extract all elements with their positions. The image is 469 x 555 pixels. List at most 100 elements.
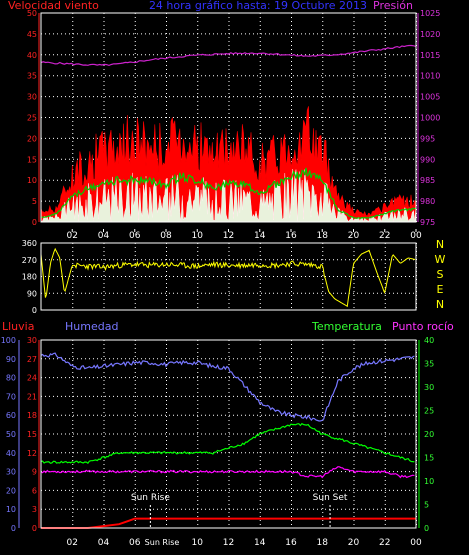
temperature-y-tick-label: 10	[424, 477, 434, 486]
pressure-y-tick-label: 1010	[420, 72, 440, 81]
rain-y-tick-label: 3	[32, 505, 37, 514]
wind-time-tick-label: 04	[98, 231, 110, 241]
pressure-y-tick-label: 985	[420, 176, 435, 185]
temp-time-tick-label: 14	[254, 538, 266, 548]
rain-header: Lluvia	[2, 320, 34, 333]
rain-y-tick-label: 15	[27, 430, 37, 439]
wind-time-tick-label: 02	[67, 231, 78, 241]
wind-panel-frame	[40, 12, 417, 223]
pressure-y-tick-label: 995	[420, 134, 435, 143]
temperature-y-tick-label: 20	[424, 430, 434, 439]
temp-time-tick-label: 20	[348, 538, 360, 548]
rain-y-tick-label: 24	[27, 374, 37, 383]
temperature-series	[40, 422, 415, 465]
wind-gust-series	[40, 106, 417, 223]
rain-y-tick-label: 0	[32, 524, 37, 533]
wind-y-tick-label: 25	[27, 114, 37, 123]
pressure-title: Presión	[373, 0, 413, 12]
temp-time-tick-label: 00	[410, 538, 422, 548]
pressure-y-tick-label: 1000	[420, 114, 440, 123]
humidity-y-tick-label: 50	[6, 430, 16, 439]
wind-y-tick-label: 50	[27, 9, 37, 18]
pressure-y-tick-label: 1005	[420, 93, 440, 102]
wind-time-tick-label: 16	[285, 231, 297, 241]
humidity-y-tick-label: 30	[6, 468, 16, 477]
humidity-y-tick-label: 20	[6, 486, 16, 495]
temperature-y-tick-label: 40	[424, 336, 434, 345]
temp-time-tick-label: 16	[285, 538, 297, 548]
wind-y-tick-label: 30	[27, 93, 37, 102]
temp-time-tick-label: 22	[379, 538, 390, 548]
wind-time-tick-label: 10	[192, 231, 204, 241]
chart-period-title: 24 hora gráfico hasta: 19 Octubre 2013	[149, 0, 367, 12]
wind-time-tick-label: 08	[160, 231, 172, 241]
temperature-y-tick-label: 5	[424, 501, 429, 510]
wind-y-tick-label: 40	[27, 51, 37, 60]
humidity-y-tick-label: 10	[6, 505, 16, 514]
temperature-y-tick-label: 15	[424, 454, 434, 463]
wind-time-tick-label: 20	[348, 231, 360, 241]
bearing-y-tick-label: 270	[22, 256, 37, 265]
wind-time-tick-label: 18	[317, 231, 329, 241]
wind-y-tick-label: 10	[27, 176, 37, 185]
humidity-y-tick-label: 40	[6, 449, 16, 458]
temperature-y-tick-label: 25	[424, 407, 434, 416]
pressure-y-tick-label: 1025	[420, 9, 440, 18]
temperature-y-tick-label: 35	[424, 360, 434, 369]
wind-time-tick-label: 00	[410, 231, 422, 241]
temperature-header: Temperatura	[311, 320, 382, 333]
sun-rise-axis-label: Sun Rise	[145, 538, 180, 547]
bearing-y-tick-label: 0	[32, 306, 37, 315]
humidity-y-tick-label: 60	[6, 411, 16, 420]
wind-speed-title: Velocidad viento	[8, 0, 99, 12]
wind-time-tick-label: 12	[223, 231, 234, 241]
pressure-y-tick-label: 980	[420, 197, 435, 206]
pressure-y-tick-label: 975	[420, 218, 435, 227]
wind-time-tick-label: 22	[379, 231, 390, 241]
bearing-panel-frame	[40, 242, 417, 311]
wind-y-tick-label: 15	[27, 155, 37, 164]
rain-series	[41, 517, 416, 529]
humidity-y-tick-label: 0	[11, 524, 16, 533]
temp-time-tick-label: 18	[317, 538, 329, 548]
rain-y-tick-label: 9	[32, 468, 37, 477]
temp-time-tick-label: 04	[98, 538, 110, 548]
temp-time-tick-label: 02	[67, 538, 78, 548]
humidity-y-tick-label: 90	[6, 355, 16, 364]
pressure-y-tick-label: 990	[420, 155, 435, 164]
humidity-y-tick-label: 100	[1, 336, 16, 345]
bearing-y-tick-label: 360	[22, 239, 37, 248]
bearing-y-tick-label: 180	[22, 273, 37, 282]
wind-y-tick-label: 45	[27, 30, 37, 39]
dewpoint-series	[40, 466, 415, 479]
humidity-y-tick-label: 80	[6, 374, 16, 383]
rain-y-tick-label: 12	[27, 449, 37, 458]
rain-y-tick-label: 21	[27, 392, 37, 401]
rain-y-tick-label: 6	[32, 486, 37, 495]
temperature-y-tick-label: 0	[424, 524, 429, 533]
compass-label: N	[436, 298, 444, 311]
wind-y-tick-label: 35	[27, 72, 37, 81]
compass-label: N	[436, 238, 444, 251]
dewpoint-header: Punto rocío	[392, 320, 454, 333]
wind-y-tick-label: 0	[32, 218, 37, 227]
sun-rise-label: Sun Rise	[131, 493, 170, 503]
rain-y-tick-label: 27	[27, 355, 37, 364]
temp-time-tick-label: 12	[223, 538, 234, 548]
rain-y-tick-label: 30	[27, 336, 37, 345]
bearing-series	[40, 247, 416, 308]
wind-time-tick-label: 14	[254, 231, 266, 241]
humidity-y-tick-label: 70	[6, 392, 16, 401]
humidity-series	[40, 352, 415, 422]
wind-y-tick-label: 20	[27, 134, 37, 143]
wind-time-tick-label: 06	[129, 231, 141, 241]
pressure-y-tick-label: 1015	[420, 51, 440, 60]
rain-y-tick-label: 18	[27, 411, 37, 420]
compass-label: S	[437, 268, 444, 281]
compass-label: E	[437, 283, 444, 296]
compass-label: W	[435, 253, 446, 266]
temp-time-tick-label: 10	[192, 538, 204, 548]
